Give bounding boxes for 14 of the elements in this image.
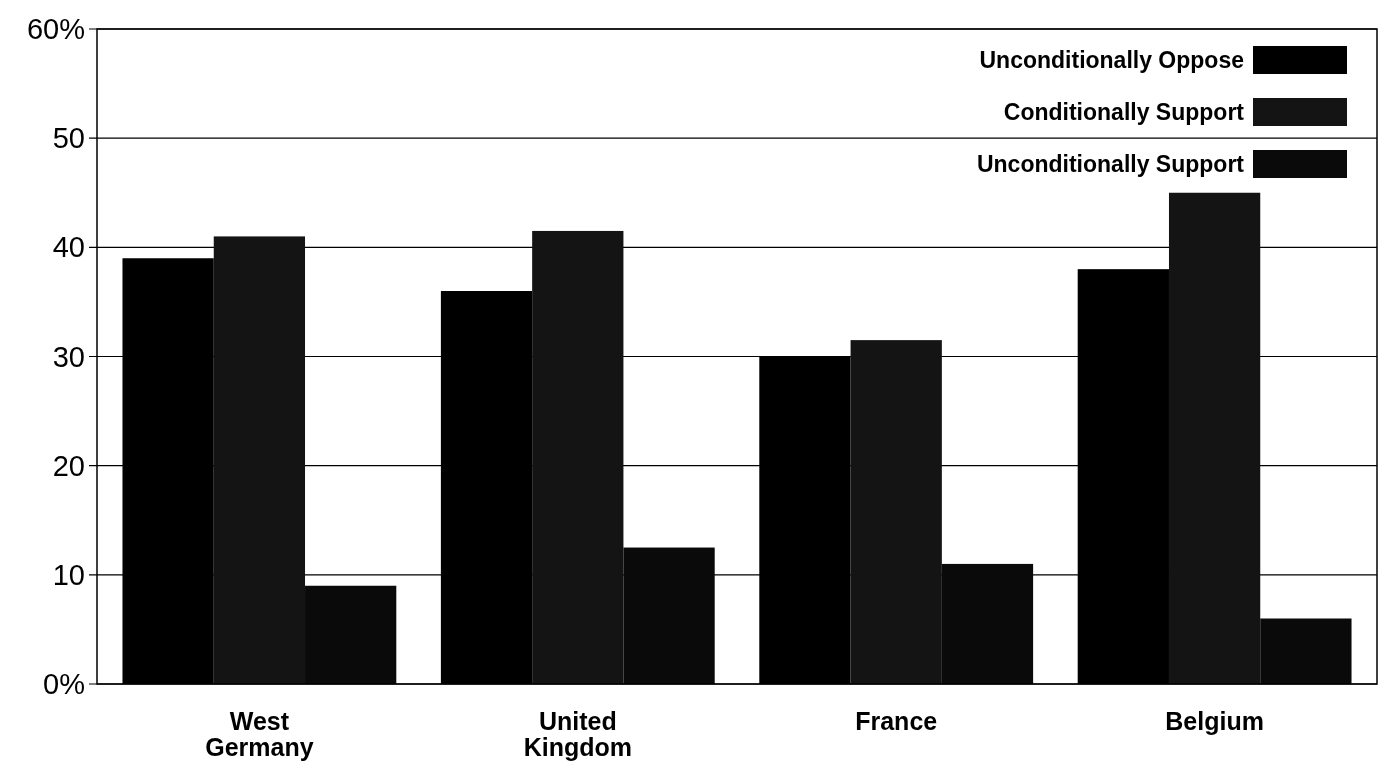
x-tick-label: France	[855, 707, 938, 735]
x-tick-label: Belgium	[1165, 707, 1264, 735]
x-tick-label: United Kingdom	[523, 707, 632, 761]
legend-label: Conditionally Support	[1003, 99, 1245, 126]
legend-label: Unconditionally Oppose	[979, 47, 1244, 74]
y-tick-label: 10	[52, 558, 85, 591]
y-tick-label: 60%	[26, 13, 85, 46]
legend-label: Unconditionally Support	[976, 151, 1245, 178]
x-tick-label: West Germany	[205, 707, 314, 761]
y-tick-label: 20	[52, 449, 85, 482]
y-tick-label: 40	[52, 231, 85, 264]
y-tick-label: 30	[52, 340, 85, 373]
y-tick-label: 50	[52, 122, 85, 155]
y-tick-label: 0%	[43, 668, 85, 701]
